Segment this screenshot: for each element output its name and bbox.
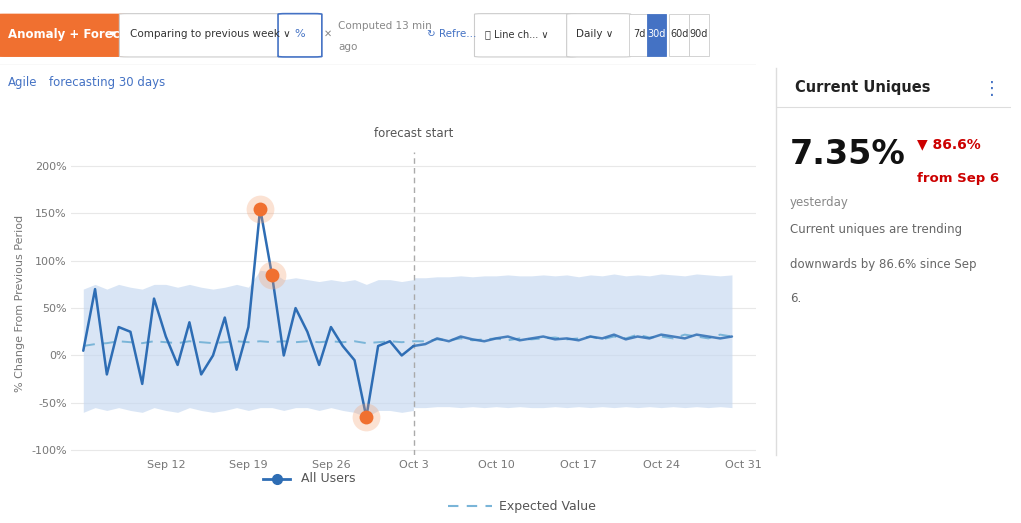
Text: 7d: 7d (633, 29, 645, 39)
Text: Current Uniques: Current Uniques (794, 79, 930, 95)
Text: 6.: 6. (790, 292, 801, 305)
Text: 📈 Line ch... ∨: 📈 Line ch... ∨ (485, 29, 548, 39)
Text: 90d: 90d (690, 29, 708, 39)
FancyBboxPatch shape (629, 14, 649, 56)
Text: Agile: Agile (7, 76, 37, 89)
Text: All Users: All Users (300, 472, 355, 485)
FancyBboxPatch shape (567, 14, 631, 57)
Text: Current uniques are trending: Current uniques are trending (790, 223, 962, 236)
FancyBboxPatch shape (475, 14, 577, 57)
Text: ago: ago (339, 42, 357, 52)
Text: Daily ∨: Daily ∨ (577, 29, 614, 39)
Text: 30d: 30d (647, 29, 666, 39)
Text: forecasting 30 days: forecasting 30 days (49, 76, 165, 89)
Text: ⋮: ⋮ (983, 79, 1001, 98)
Text: ▾: ▾ (109, 29, 115, 39)
Text: Anomaly + Forecast: Anomaly + Forecast (7, 28, 140, 41)
FancyBboxPatch shape (646, 14, 667, 56)
Text: 7.35%: 7.35% (790, 138, 906, 170)
Text: from Sep 6: from Sep 6 (917, 173, 999, 186)
FancyBboxPatch shape (689, 14, 709, 56)
Text: ▼ 86.6%: ▼ 86.6% (917, 138, 980, 152)
Text: Expected Value: Expected Value (499, 499, 596, 513)
FancyBboxPatch shape (119, 14, 282, 57)
Text: Computed 13 min: Computed 13 min (339, 21, 432, 31)
FancyBboxPatch shape (278, 14, 322, 57)
Text: ↻ Refre...: ↻ Refre... (427, 29, 476, 39)
Y-axis label: % Change From Previous Period: % Change From Previous Period (15, 215, 26, 392)
Text: Comparing to previous week ∨: Comparing to previous week ∨ (130, 29, 291, 39)
Text: %: % (295, 29, 305, 39)
Text: yesterday: yesterday (790, 196, 848, 209)
Text: ✕: ✕ (324, 29, 332, 39)
Text: 60d: 60d (670, 29, 688, 39)
Text: forecast start: forecast start (374, 127, 453, 140)
Text: downwards by 86.6% since Sep: downwards by 86.6% since Sep (790, 258, 976, 270)
FancyBboxPatch shape (0, 14, 129, 57)
FancyBboxPatch shape (670, 14, 689, 56)
